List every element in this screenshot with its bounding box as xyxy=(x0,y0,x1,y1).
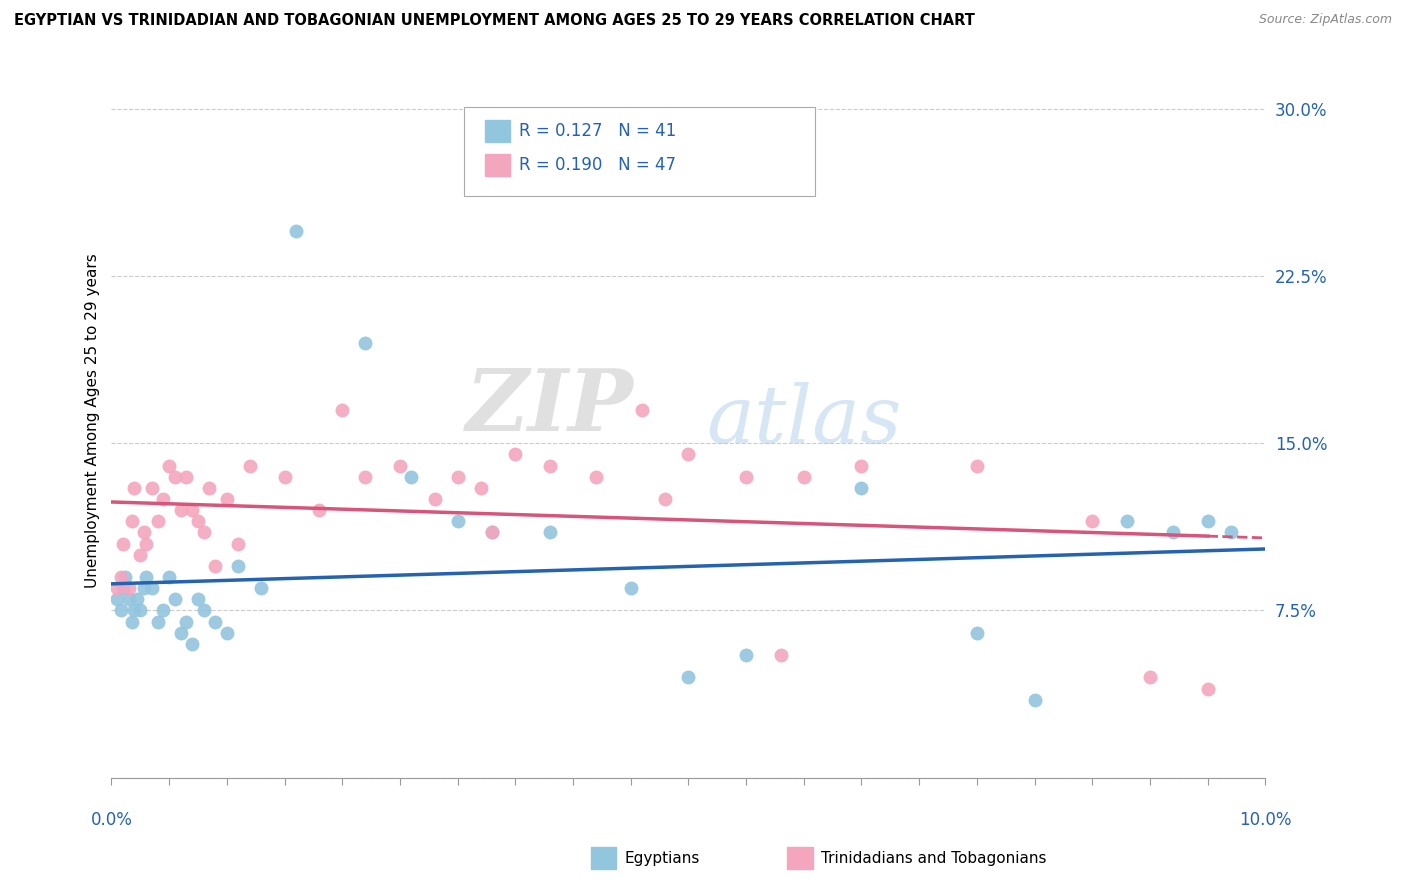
Point xyxy=(141,581,163,595)
Point xyxy=(124,481,146,495)
Point xyxy=(446,514,468,528)
Point xyxy=(152,603,174,617)
Point xyxy=(215,625,238,640)
Point xyxy=(735,648,758,662)
Point xyxy=(157,458,180,473)
Point xyxy=(187,592,209,607)
Point xyxy=(181,637,204,651)
Point xyxy=(851,458,873,473)
Point xyxy=(181,503,204,517)
Point xyxy=(132,581,155,595)
Point xyxy=(1024,692,1046,706)
Text: Egyptians: Egyptians xyxy=(624,851,700,865)
Point xyxy=(273,469,295,483)
Point xyxy=(769,648,792,662)
Point xyxy=(401,469,423,483)
Point xyxy=(129,548,152,562)
Point xyxy=(793,469,815,483)
Point xyxy=(1197,514,1219,528)
Point xyxy=(198,481,221,495)
Point xyxy=(538,458,561,473)
Point xyxy=(228,558,250,573)
Point xyxy=(135,570,157,584)
Point xyxy=(1115,514,1137,528)
Point xyxy=(169,625,191,640)
Point xyxy=(187,514,209,528)
Point xyxy=(446,469,468,483)
Point xyxy=(105,581,128,595)
Point xyxy=(146,615,169,629)
Point xyxy=(1139,670,1161,684)
Point xyxy=(111,536,134,550)
Point xyxy=(631,402,654,417)
Point xyxy=(193,525,215,540)
Point xyxy=(110,570,132,584)
Point xyxy=(505,447,527,461)
Point xyxy=(538,525,561,540)
Point xyxy=(228,536,250,550)
Text: R = 0.127   N = 41: R = 0.127 N = 41 xyxy=(519,122,676,140)
Point xyxy=(481,525,503,540)
Text: Trinidadians and Tobagonians: Trinidadians and Tobagonians xyxy=(821,851,1046,865)
Point xyxy=(966,625,988,640)
Point xyxy=(163,592,186,607)
Point xyxy=(215,491,238,506)
Point xyxy=(152,491,174,506)
Point xyxy=(118,592,141,607)
Point xyxy=(176,615,198,629)
Point xyxy=(423,491,446,506)
Point xyxy=(121,514,143,528)
Point xyxy=(678,447,700,461)
Point xyxy=(239,458,262,473)
Point xyxy=(481,525,503,540)
Point xyxy=(110,603,132,617)
Point xyxy=(1219,525,1241,540)
Text: 10.0%: 10.0% xyxy=(1239,811,1292,830)
Point xyxy=(132,525,155,540)
Point xyxy=(735,469,758,483)
Point xyxy=(1197,681,1219,696)
Point xyxy=(157,570,180,584)
Point xyxy=(163,469,186,483)
Point xyxy=(250,581,273,595)
Point xyxy=(111,581,134,595)
Point xyxy=(285,224,308,238)
Point xyxy=(204,558,226,573)
Point xyxy=(129,603,152,617)
Point xyxy=(169,503,191,517)
Point xyxy=(354,469,377,483)
Point xyxy=(966,458,988,473)
Point xyxy=(204,615,226,629)
Point xyxy=(193,603,215,617)
Point xyxy=(354,335,377,350)
Text: EGYPTIAN VS TRINIDADIAN AND TOBAGONIAN UNEMPLOYMENT AMONG AGES 25 TO 29 YEARS CO: EGYPTIAN VS TRINIDADIAN AND TOBAGONIAN U… xyxy=(14,13,974,29)
Point xyxy=(308,503,330,517)
Text: 0.0%: 0.0% xyxy=(90,811,132,830)
Text: atlas: atlas xyxy=(706,382,901,459)
Point xyxy=(118,581,141,595)
Point xyxy=(585,469,607,483)
Point xyxy=(654,491,676,506)
Point xyxy=(124,603,146,617)
Point xyxy=(330,402,353,417)
Text: R = 0.190   N = 47: R = 0.190 N = 47 xyxy=(519,156,676,174)
Point xyxy=(620,581,643,595)
Point xyxy=(105,592,128,607)
Point xyxy=(176,469,198,483)
Text: Source: ZipAtlas.com: Source: ZipAtlas.com xyxy=(1258,13,1392,27)
Point xyxy=(1161,525,1184,540)
Point xyxy=(470,481,492,495)
Point xyxy=(141,481,163,495)
Point xyxy=(388,458,411,473)
Point xyxy=(678,670,700,684)
Point xyxy=(125,592,148,607)
Y-axis label: Unemployment Among Ages 25 to 29 years: Unemployment Among Ages 25 to 29 years xyxy=(86,253,100,589)
Point xyxy=(121,615,143,629)
Point xyxy=(851,481,873,495)
Point xyxy=(1081,514,1104,528)
Point xyxy=(135,536,157,550)
Text: ZIP: ZIP xyxy=(465,365,634,449)
Point xyxy=(146,514,169,528)
Point xyxy=(114,570,136,584)
